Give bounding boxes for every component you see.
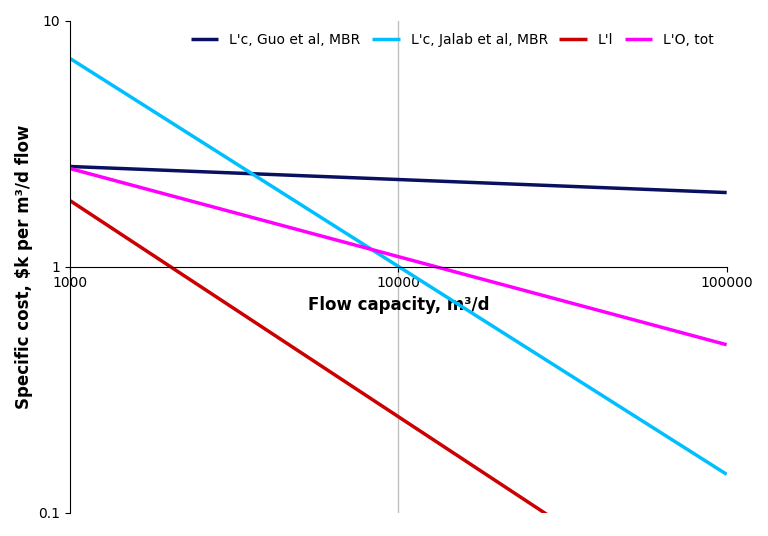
L'c, Guo et al, MBR: [377, 176, 386, 182]
L'O, tot: [604, 310, 613, 316]
L'c, Jalab et al, MBR: [604, 396, 613, 403]
X-axis label: Flow capacity, m³/d: Flow capacity, m³/d: [308, 296, 489, 314]
L'O, tot: [722, 341, 731, 348]
L'O, tot: [377, 249, 386, 256]
Legend: L'c, Guo et al, MBR, L'c, Jalab et al, MBR, L'l, L'O, tot: L'c, Guo et al, MBR, L'c, Jalab et al, M…: [185, 27, 720, 53]
Y-axis label: Specific cost, $k per m³/d flow: Specific cost, $k per m³/d flow: [15, 124, 33, 408]
L'O, tot: [421, 260, 430, 267]
L'c, Jalab et al, MBR: [66, 55, 75, 62]
L'c, Guo et al, MBR: [456, 179, 465, 185]
L'l: [456, 455, 465, 461]
L'c, Guo et al, MBR: [66, 163, 75, 170]
L'c, Guo et al, MBR: [707, 189, 716, 195]
L'O, tot: [382, 250, 391, 257]
Line: L'O, tot: L'O, tot: [71, 169, 727, 345]
L'O, tot: [456, 270, 465, 277]
L'c, Jalab et al, MBR: [722, 471, 731, 478]
L'c, Guo et al, MBR: [421, 177, 430, 184]
L'l: [377, 403, 386, 409]
L'l: [66, 198, 75, 204]
L'l: [421, 431, 430, 438]
L'c, Jalab et al, MBR: [382, 255, 391, 262]
Line: L'l: L'l: [71, 201, 727, 536]
L'l: [382, 405, 391, 412]
Line: L'c, Guo et al, MBR: L'c, Guo et al, MBR: [71, 167, 727, 192]
Line: L'c, Jalab et al, MBR: L'c, Jalab et al, MBR: [71, 58, 727, 474]
L'c, Guo et al, MBR: [604, 184, 613, 191]
L'c, Guo et al, MBR: [722, 189, 731, 196]
L'O, tot: [707, 337, 716, 344]
L'c, Jalab et al, MBR: [456, 303, 465, 309]
L'c, Jalab et al, MBR: [377, 253, 386, 259]
L'c, Jalab et al, MBR: [421, 280, 430, 287]
L'c, Jalab et al, MBR: [707, 461, 716, 467]
L'c, Guo et al, MBR: [382, 176, 391, 182]
L'O, tot: [66, 166, 75, 172]
